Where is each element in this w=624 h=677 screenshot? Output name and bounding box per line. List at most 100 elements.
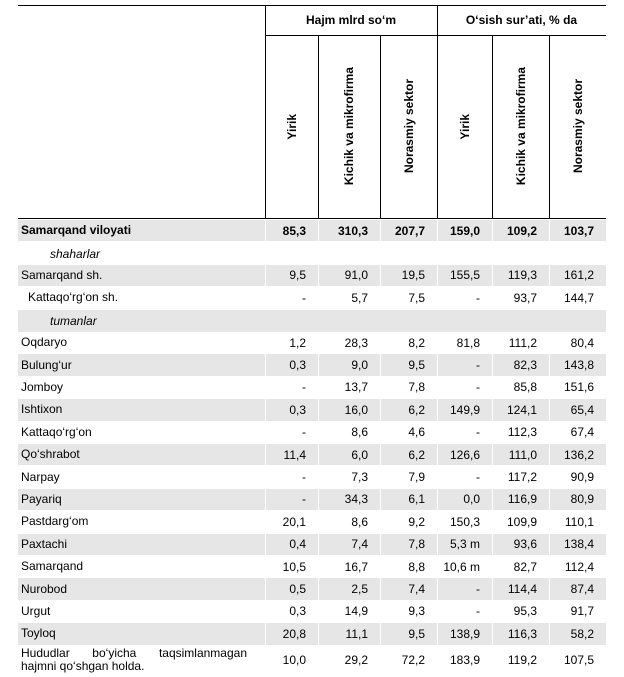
cell: 149,9 — [437, 399, 492, 422]
cell: 10,0 — [265, 645, 318, 676]
cell: - — [437, 287, 492, 310]
cell: 0,0 — [437, 488, 492, 512]
cell: - — [265, 376, 318, 400]
rule — [380, 35, 381, 218]
cell: 7,5 — [380, 287, 437, 310]
cell: - — [437, 354, 492, 377]
cell: 7,4 — [318, 533, 380, 556]
cell: 155,5 — [437, 264, 492, 288]
cell: 7,8 — [380, 376, 437, 400]
cell: 82,3 — [492, 354, 549, 377]
cell: 112,3 — [492, 421, 549, 444]
cell: 143,8 — [549, 354, 606, 377]
column-header-text: Kichik va mikrofirma — [342, 67, 356, 186]
cell: 6,2 — [380, 399, 437, 422]
column-header: Yirik — [437, 35, 492, 218]
cell: 126,6 — [437, 444, 492, 467]
row-label: Hududlar bo‘yicha taqsimlanmagan hajmni … — [18, 645, 265, 676]
cell: 9,3 — [380, 600, 437, 624]
cell: 6,0 — [318, 444, 380, 467]
row-label: Ishtixon — [18, 399, 265, 422]
cell: 13,7 — [318, 376, 380, 400]
cell: - — [437, 376, 492, 400]
row-label: Urgut — [18, 600, 265, 624]
cell: - — [437, 578, 492, 601]
rule — [549, 35, 550, 218]
section-title: shaharlar — [18, 242, 606, 265]
cell: 6,2 — [380, 444, 437, 467]
row-label: Toyloq — [18, 623, 265, 646]
column-header: Kichik va mikrofirma — [318, 35, 380, 218]
column-header-text: Norasmiy sektor — [401, 79, 416, 174]
row-label: Samarqand viloyati — [18, 220, 265, 243]
cell: 0,3 — [265, 399, 318, 422]
cell: 111,0 — [492, 444, 549, 467]
cell: 207,7 — [380, 220, 437, 243]
cell: 119,3 — [492, 264, 549, 288]
cell: 111,2 — [492, 332, 549, 355]
cell: 93,6 — [492, 533, 549, 556]
row-label: Paxtachi — [18, 533, 265, 556]
cell: 159,0 — [437, 220, 492, 243]
cell: 58,2 — [549, 623, 606, 646]
cell: 6,1 — [380, 488, 437, 512]
cell: 20,1 — [265, 511, 318, 534]
rule — [265, 5, 266, 218]
cell: 150,3 — [437, 511, 492, 534]
cell: 9,5 — [380, 623, 437, 646]
row-label: Samarqand — [18, 556, 265, 579]
cell: 72,2 — [380, 645, 437, 676]
column-header: Yirik — [265, 35, 318, 218]
cell: 110,1 — [549, 511, 606, 534]
rule — [318, 35, 319, 218]
cell: 20,8 — [265, 623, 318, 646]
row-label: Bulung‘ur — [18, 354, 265, 377]
cell: 0,3 — [265, 354, 318, 377]
row-label: Qo‘shrabot — [18, 444, 265, 467]
cell: 7,8 — [380, 533, 437, 556]
rule — [265, 35, 606, 36]
cell: 9,2 — [380, 511, 437, 534]
cell: 19,5 — [380, 264, 437, 288]
cell: 85,8 — [492, 376, 549, 400]
cell: 65,4 — [549, 399, 606, 422]
column-header: Norasmiy sektor — [549, 35, 606, 218]
rule — [18, 5, 606, 6]
cell: 16,0 — [318, 399, 380, 422]
cell: 82,7 — [492, 556, 549, 579]
cell: - — [265, 488, 318, 512]
group-header: Hajm mlrd so‘m — [305, 13, 397, 27]
cell: 119,2 — [492, 645, 549, 676]
cell: 116,3 — [492, 623, 549, 646]
cell: 0,5 — [265, 578, 318, 601]
cell: 114,4 — [492, 578, 549, 601]
cell: 8,6 — [318, 511, 380, 534]
cell: 8,2 — [380, 332, 437, 355]
cell: 144,7 — [549, 287, 606, 310]
rule — [492, 35, 493, 218]
cell: 0,3 — [265, 600, 318, 624]
cell: - — [265, 421, 318, 444]
cell: 161,2 — [549, 264, 606, 288]
cell: 11,1 — [318, 623, 380, 646]
row-label: Samarqand sh. — [18, 264, 265, 288]
column-header-text: Kichik va mikrofirma — [513, 67, 528, 186]
cell: 183,9 — [437, 645, 492, 676]
cell: 116,9 — [492, 488, 549, 512]
cell: 7,9 — [380, 466, 437, 489]
cell: 117,2 — [492, 466, 549, 489]
cell: 0,4 — [265, 533, 318, 556]
row-label: Jomboy — [18, 376, 265, 400]
cell: 95,3 — [492, 600, 549, 624]
cell: 7,4 — [380, 578, 437, 601]
cell: 9,5 — [380, 354, 437, 377]
cell: 4,6 — [380, 421, 437, 444]
cell: 90,9 — [549, 466, 606, 489]
group-header: O‘sish sur’ati, % da — [465, 13, 578, 27]
cell: 310,3 — [318, 220, 380, 243]
cell: 138,4 — [549, 533, 606, 556]
cell: - — [437, 600, 492, 624]
cell: 28,3 — [318, 332, 380, 355]
cell: 107,5 — [549, 645, 606, 676]
